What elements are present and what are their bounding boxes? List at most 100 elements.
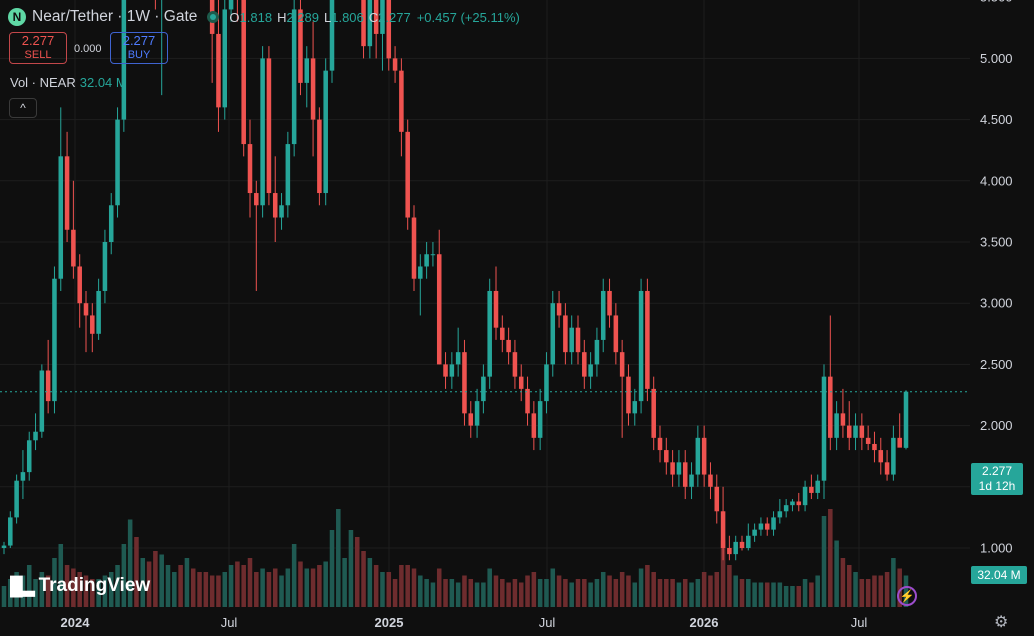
candle [783,499,789,518]
sell-button[interactable]: 2.277 SELL [9,32,67,64]
buy-button[interactable]: 2.277 BUY [110,32,168,64]
candle [600,278,606,353]
volume-bars [1,509,909,607]
candle [254,180,259,291]
volume-bar [846,565,852,607]
volume-bar [77,572,82,607]
volume-bar [493,575,499,607]
tradingview-logo[interactable]: █▂ TradingView [10,575,150,597]
volume-bar [834,540,839,607]
candle [285,131,291,218]
candle [260,46,265,218]
volume-bar [386,572,392,607]
candle [216,0,221,132]
volume-bar [71,568,76,607]
volume-bar [342,558,347,607]
volume-bar [828,509,833,607]
volume-bar [872,575,877,607]
candle [323,58,328,206]
volume-bar [291,544,297,607]
candle [487,278,492,389]
candle [1,541,7,555]
volume-bar [500,579,505,607]
candle [26,431,32,481]
gear-icon[interactable]: ⚙ [994,614,1009,631]
candle [161,0,163,96]
candlesticks [1,0,909,561]
candle [77,254,82,328]
volume-bar [481,582,486,607]
candle [752,523,757,542]
price-tick-label: 2.000 [980,418,1013,433]
volume-bar [115,565,120,607]
market-status-icon[interactable] [207,11,220,23]
volume-bar [153,551,158,607]
candle [537,388,543,451]
volume-bar [752,582,757,607]
volume-bar [241,565,246,607]
candle [39,364,45,438]
volume-bar [235,561,240,607]
tradingview-mark-icon: █▂ [10,575,35,596]
price-change: +0.457 (+25.11%) [416,9,520,25]
lightning-icon[interactable]: ⚡ [897,586,917,606]
time-axis[interactable]: 2024 Jul 2025 Jul 2026 Jul [61,615,868,630]
last-volume-badge: 32.04 M [971,566,1027,584]
candle [361,0,366,59]
volume-bar [361,551,366,607]
candle [758,517,764,536]
candle [392,46,398,83]
candle [121,0,127,132]
candle [891,425,896,481]
volume-legend[interactable]: Vol · NEAR 32.04 M [10,75,127,90]
volume-bar [657,579,663,607]
volume-bar [373,565,379,607]
volume-bar [108,572,114,607]
buy-price: 2.277 [122,33,156,48]
volume-bar [746,579,751,607]
collapse-legend-button[interactable]: ^ [9,98,37,118]
volume-bar [550,568,556,607]
volume-bar [449,579,455,607]
candle [556,290,562,328]
price-axis[interactable]: 1.0001.5002.0002.5003.0003.5004.0004.500… [980,0,1013,556]
candle [462,339,467,426]
candle [71,180,76,279]
last-price-badge: 2.277 1d 12h [971,463,1023,495]
volume-bar [733,575,738,607]
volume-bar [8,579,13,607]
volume-bar [569,582,574,607]
candle [500,315,505,353]
volume-bar [796,586,802,607]
candle [443,352,448,389]
candle [884,450,890,481]
candle [689,462,694,500]
candle [424,242,429,279]
volume-bar [392,579,398,607]
volume-bar [317,565,322,607]
volume-bar [739,579,745,607]
volume-bar [260,568,265,607]
candle [317,107,322,206]
candle [96,278,101,340]
candle [291,0,297,157]
candle [771,511,776,536]
volume-bar [664,579,669,607]
volume-bar [575,579,581,607]
volume-bar [1,586,7,607]
volume-bar [563,579,568,607]
candle [108,193,114,255]
candle [222,0,228,120]
volume-bar [670,579,675,607]
volume-bar [140,558,146,607]
candle [386,0,392,71]
symbol-title[interactable]: Near/Tether · 1W · Gate [32,8,198,25]
volume-bar [254,572,259,607]
volume-bar [197,572,202,607]
volume-bar [134,537,139,607]
volume-bar [272,568,278,607]
volume-label: Vol · NEAR [10,75,76,90]
volume-bar [878,575,884,607]
volume-bar [701,572,707,607]
